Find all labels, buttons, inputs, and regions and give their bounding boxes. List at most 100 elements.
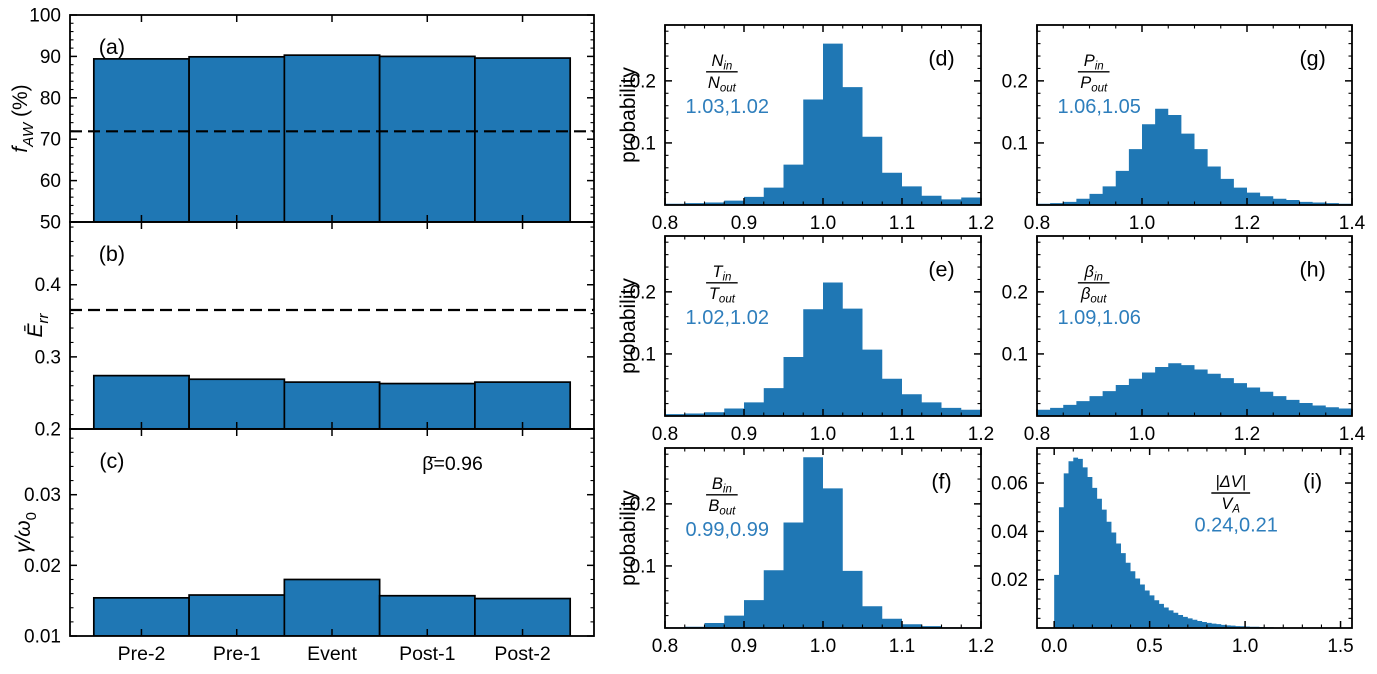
x-tick-label: 1.1 bbox=[889, 213, 915, 234]
histogram bbox=[665, 457, 981, 628]
x-tick-label: 1.0 bbox=[1129, 424, 1155, 445]
x-tick-label: 1.4 bbox=[1339, 213, 1366, 234]
y-tick-label: 60 bbox=[40, 171, 61, 192]
y-tick-label: 100 bbox=[29, 6, 61, 27]
bar bbox=[92, 374, 190, 429]
y-tick-label: 90 bbox=[40, 47, 61, 68]
bar bbox=[188, 378, 286, 429]
plot-area-g bbox=[1037, 108, 1352, 205]
panel-letter: (c) bbox=[99, 449, 124, 473]
x-tick-label: 1.0 bbox=[810, 213, 836, 234]
y-tick-label: 0.2 bbox=[630, 71, 656, 92]
plot-area-e bbox=[665, 282, 981, 416]
ratio-label-part: βout bbox=[1080, 285, 1107, 306]
stat-values: 1.03,1.02 bbox=[686, 96, 769, 118]
histogram bbox=[665, 282, 981, 416]
y-tick-label: 0.1 bbox=[630, 344, 656, 365]
x-tick-label: 0.8 bbox=[652, 636, 678, 657]
stat-values: 1.09,1.06 bbox=[1057, 307, 1140, 329]
y-tick-label: 0.2 bbox=[1002, 71, 1028, 92]
plot-area-f bbox=[665, 457, 981, 628]
stat-values: 0.99,0.99 bbox=[686, 519, 769, 541]
x-tick-label: Post-2 bbox=[494, 643, 550, 665]
bar bbox=[92, 58, 190, 222]
y-tick-label: 0.2 bbox=[630, 282, 656, 303]
x-tick-label: 1.5 bbox=[1327, 636, 1353, 657]
x-tick-label: 0.9 bbox=[731, 636, 757, 657]
plot-area-c bbox=[92, 578, 572, 636]
ratio-label-part: Tout bbox=[709, 285, 736, 306]
y-tick-label: 0.1 bbox=[630, 556, 656, 577]
plot-area-a bbox=[92, 54, 572, 222]
x-tick-label: Post-1 bbox=[399, 643, 455, 665]
panel-b: 0.2 0.3 0.4 (b) Ērr bbox=[24, 221, 595, 441]
panel-letter: (d) bbox=[928, 46, 954, 70]
y-tick-label: 0.1 bbox=[1002, 133, 1028, 154]
stat-values: 1.06,1.05 bbox=[1057, 96, 1140, 118]
ratio-label-part: Nin bbox=[711, 52, 732, 73]
panel-c: 0.01 0.02 0.03 Pre-2 Pre-1 Event Post-1 Post-2 (… bbox=[12, 428, 595, 665]
y-tick-label: 0.01 bbox=[24, 627, 61, 648]
panel-letter: (g) bbox=[1299, 46, 1325, 70]
bar bbox=[283, 578, 381, 636]
y-tick-label: 0.2 bbox=[630, 494, 656, 515]
y-axis-label: probability bbox=[617, 278, 640, 374]
bar bbox=[378, 382, 476, 429]
x-tick-label: 0.8 bbox=[1024, 213, 1050, 234]
x-tick-label: 1.4 bbox=[1339, 424, 1366, 445]
stat-values: 1.02,1.02 bbox=[686, 307, 769, 329]
panel-letter: (a) bbox=[99, 35, 125, 59]
panel-d: 0.1 0.2 0.8 0.9 1.0 1.1 1.2 (d) probability NinNo… bbox=[617, 24, 994, 234]
ratio-label-part: Bout bbox=[708, 497, 736, 518]
y-axis-label: probability bbox=[617, 490, 640, 586]
y-tick-label: 80 bbox=[40, 88, 61, 109]
bar bbox=[474, 381, 572, 429]
x-tick-label: 0.5 bbox=[1136, 636, 1162, 657]
axes-box bbox=[664, 235, 982, 417]
y-axis-label: Ērr bbox=[24, 312, 52, 337]
y-tick-label: 0.2 bbox=[1002, 282, 1028, 303]
histogram bbox=[1054, 457, 1351, 628]
bar bbox=[188, 55, 286, 222]
panel-letter: (e) bbox=[928, 257, 954, 281]
y-tick-label: 70 bbox=[40, 130, 61, 151]
y-tick-label: 0.1 bbox=[1002, 344, 1028, 365]
x-tick-label: Event bbox=[307, 643, 357, 665]
ratio-label-part: |ΔV| bbox=[1215, 473, 1246, 491]
plot-area-b bbox=[92, 374, 572, 429]
axes-box bbox=[1036, 24, 1353, 206]
y-tick-label: 0.4 bbox=[35, 275, 62, 296]
axes-box bbox=[1036, 447, 1353, 629]
bar bbox=[283, 381, 381, 429]
histogram bbox=[1037, 108, 1352, 205]
axes-box bbox=[664, 24, 982, 206]
x-tick-label: Pre-1 bbox=[213, 643, 261, 665]
x-tick-label: 1.0 bbox=[1232, 636, 1258, 657]
panel-letter: (b) bbox=[99, 242, 125, 266]
y-tick-label: 0.06 bbox=[991, 474, 1028, 495]
x-tick-label: 0.9 bbox=[731, 424, 757, 445]
x-tick-label: 1.2 bbox=[968, 636, 994, 657]
x-tick-label: 1.2 bbox=[1234, 424, 1260, 445]
histogram bbox=[665, 43, 981, 205]
x-tick-label: 1.2 bbox=[968, 424, 994, 445]
panel-letter: (f) bbox=[931, 469, 951, 493]
y-axis-label: γ/ω0 bbox=[12, 512, 40, 553]
x-tick-label: 1.1 bbox=[889, 424, 915, 445]
y-tick-label: 0.04 bbox=[991, 522, 1028, 543]
plot-area-d bbox=[665, 43, 981, 205]
bar bbox=[283, 54, 381, 222]
panel-letter: (h) bbox=[1299, 257, 1325, 281]
x-tick-label: 0.8 bbox=[1024, 424, 1050, 445]
x-tick-label: 1.2 bbox=[968, 213, 994, 234]
plot-area-h bbox=[1037, 363, 1352, 416]
bar bbox=[378, 55, 476, 222]
ratio-label-part: Nout bbox=[708, 74, 737, 95]
x-tick-label: 1.0 bbox=[810, 636, 836, 657]
x-tick-label: 1.0 bbox=[1129, 213, 1155, 234]
panel-letter: (i) bbox=[1303, 469, 1322, 493]
ratio-label-part: Bin bbox=[712, 475, 732, 496]
x-tick-label: 0.8 bbox=[652, 424, 678, 445]
ratio-label-part: Pin bbox=[1084, 52, 1104, 73]
